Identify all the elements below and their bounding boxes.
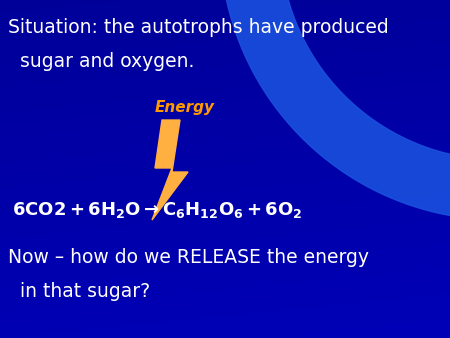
Text: $\mathbf{6CO2 + 6H_2O \rightarrow C_6H_{12}O_6 + 6O_2}$: $\mathbf{6CO2 + 6H_2O \rightarrow C_6H_{… (12, 200, 302, 220)
Text: in that sugar?: in that sugar? (8, 282, 150, 301)
Polygon shape (220, 0, 450, 217)
Text: Now – how do we RELEASE the energy: Now – how do we RELEASE the energy (8, 248, 369, 267)
Polygon shape (152, 120, 188, 220)
Text: Situation: the autotrophs have produced: Situation: the autotrophs have produced (8, 18, 389, 37)
Text: Energy: Energy (155, 100, 215, 115)
Text: sugar and oxygen.: sugar and oxygen. (8, 52, 194, 71)
